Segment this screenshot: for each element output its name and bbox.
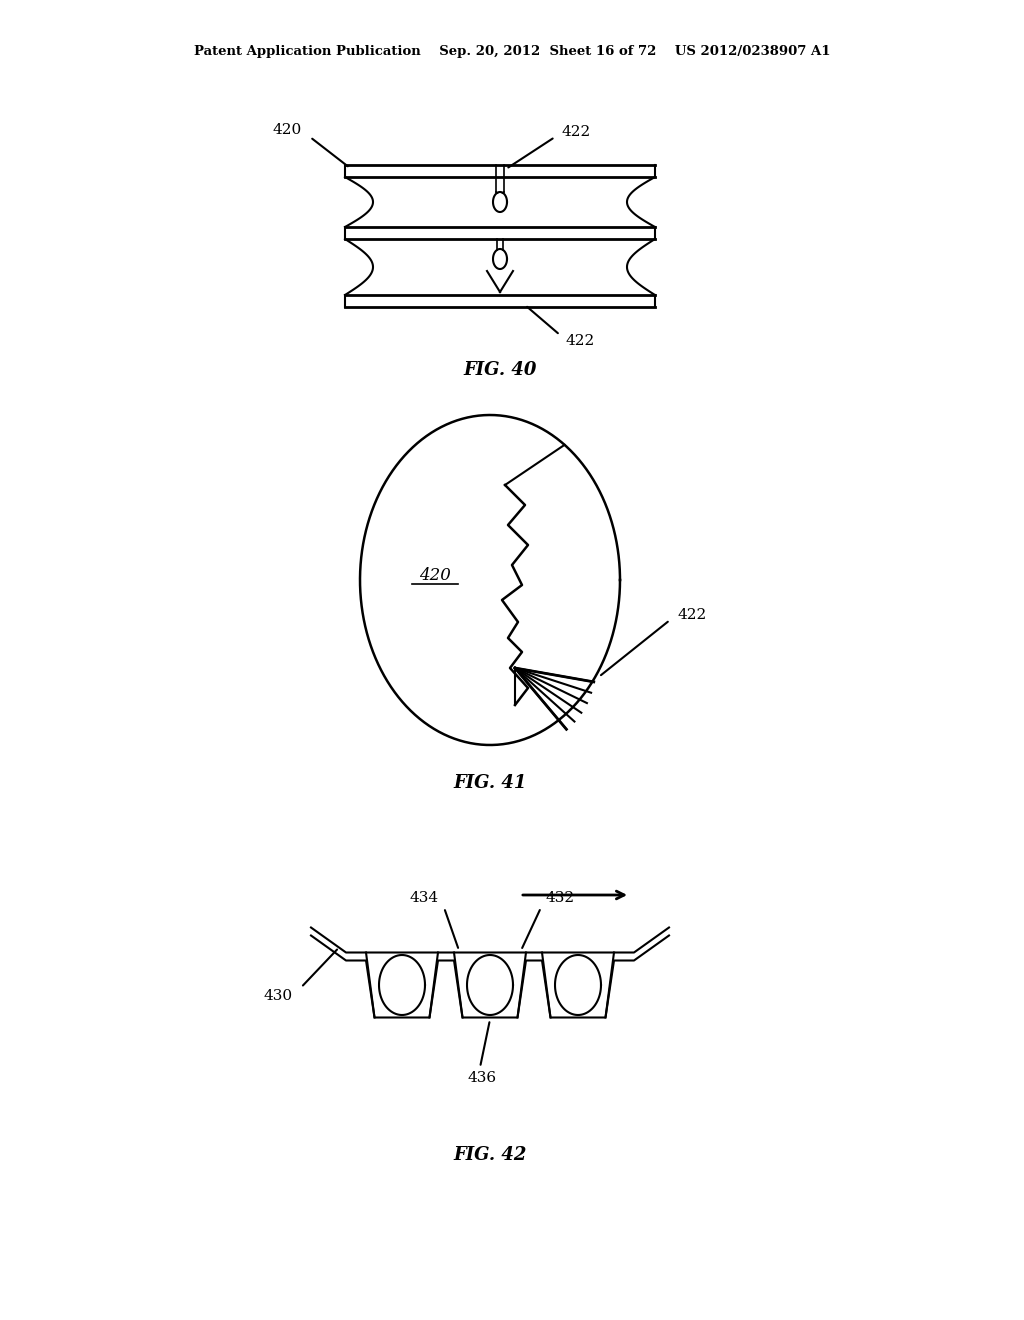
Polygon shape [345,239,655,294]
Text: 436: 436 [467,1071,497,1085]
Polygon shape [345,165,655,177]
Text: FIG. 42: FIG. 42 [454,1146,526,1164]
Text: 422: 422 [678,609,708,622]
Text: 422: 422 [562,125,591,139]
Text: FIG. 40: FIG. 40 [463,360,537,379]
Text: Patent Application Publication    Sep. 20, 2012  Sheet 16 of 72    US 2012/02389: Patent Application Publication Sep. 20, … [194,45,830,58]
Text: 422: 422 [566,334,595,348]
Text: 434: 434 [410,891,439,906]
Text: FIG. 41: FIG. 41 [454,774,526,792]
Text: 420: 420 [419,566,451,583]
Polygon shape [345,227,655,239]
Polygon shape [345,294,655,308]
Polygon shape [345,177,655,227]
Text: 430: 430 [264,990,293,1003]
Text: 432: 432 [546,891,575,906]
Text: 420: 420 [272,123,302,137]
